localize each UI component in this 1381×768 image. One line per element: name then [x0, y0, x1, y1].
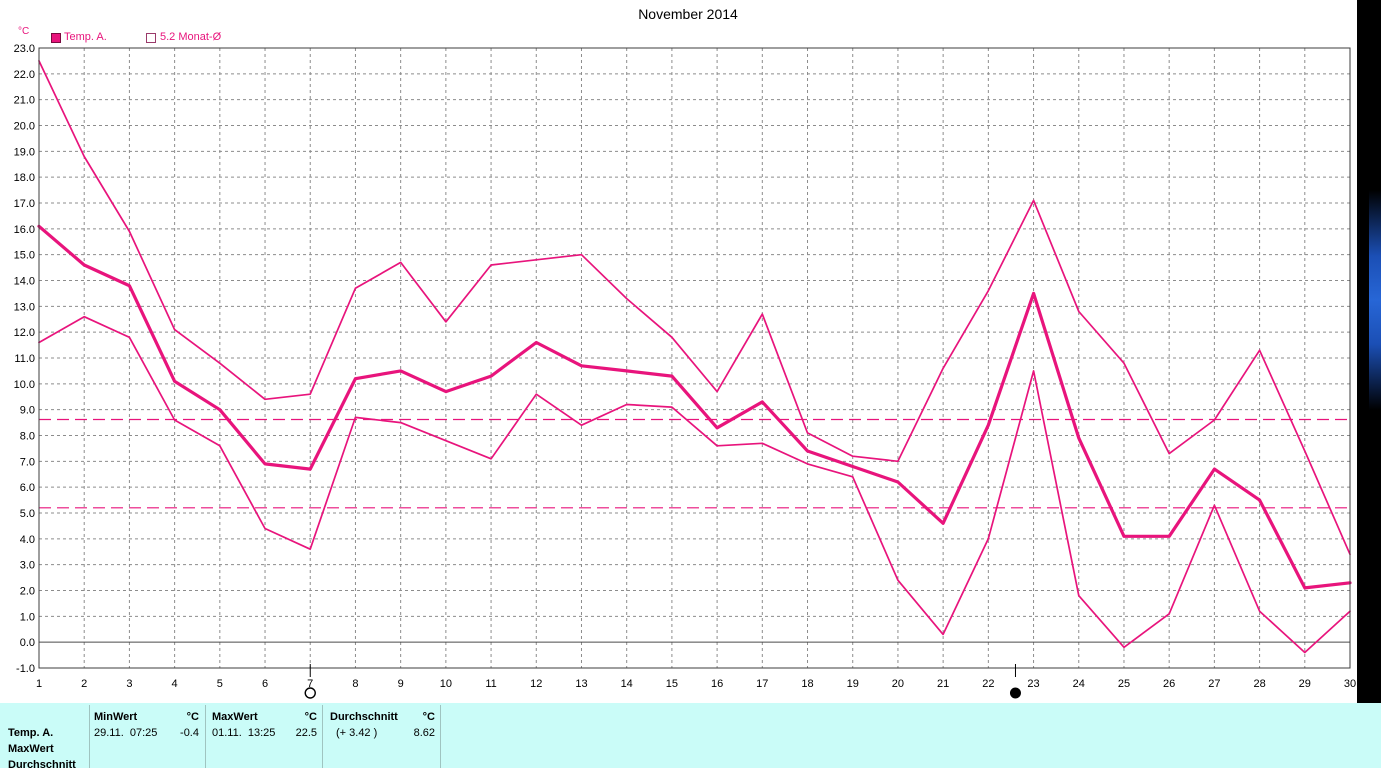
- x-tick-label: 23: [1027, 678, 1039, 690]
- y-tick-label: 17.0: [14, 198, 35, 210]
- y-tick-label: 23.0: [14, 43, 35, 55]
- column-separator: [205, 705, 206, 768]
- y-tick-label: 21.0: [14, 95, 35, 107]
- new-moon-icon: [1009, 687, 1021, 699]
- y-tick-label: 4.0: [20, 534, 35, 546]
- y-tick-label: 8.0: [20, 431, 35, 443]
- legend-swatch-outline: [146, 33, 156, 43]
- max-column-header: MaxWert: [212, 711, 258, 723]
- grid: [39, 48, 1350, 668]
- reference-lines: [39, 418, 1350, 509]
- column-separator: [440, 705, 441, 768]
- average-value: 8.62: [413, 727, 435, 739]
- x-tick-label: 16: [711, 678, 723, 690]
- x-tick-label: 5: [217, 678, 223, 690]
- y-tick-label: 9.0: [20, 405, 35, 417]
- legend-label-monthly-average: 5.2 Monat-Ø: [160, 31, 222, 43]
- x-tick-label: 6: [262, 678, 268, 690]
- x-tick-label: 17: [756, 678, 768, 690]
- x-tick-label: 26: [1163, 678, 1175, 690]
- x-tick-label: 13: [575, 678, 587, 690]
- x-tick-label: 15: [666, 678, 678, 690]
- y-tick-label: 20.0: [14, 121, 35, 133]
- tick-labels: -1.00.01.02.03.04.05.06.07.08.09.010.011…: [14, 43, 1357, 690]
- y-tick-label: 19.0: [14, 146, 35, 158]
- x-tick-label: 1: [36, 678, 42, 690]
- y-tick-label: 10.0: [14, 379, 35, 391]
- x-tick-label: 25: [1118, 678, 1130, 690]
- column-separator: [322, 705, 323, 768]
- y-tick-label: 7.0: [20, 456, 35, 468]
- x-tick-label: 3: [126, 678, 132, 690]
- y-tick-label: -1.0: [16, 663, 35, 675]
- x-tick-label: 2: [81, 678, 87, 690]
- y-tick-label: 1.0: [20, 611, 35, 623]
- min-column-header: MinWert: [94, 711, 138, 723]
- full-moon-icon: [304, 687, 316, 699]
- x-tick-label: 10: [440, 678, 452, 690]
- min-date: 29.11. 07:25: [94, 727, 158, 739]
- mean-temperature-line: [37, 224, 1352, 590]
- chart-plot-area[interactable]: -1.00.01.02.03.04.05.06.07.08.09.010.011…: [0, 0, 1357, 703]
- desktop-wallpaper-patch: [1369, 190, 1381, 410]
- x-tick-label: 14: [621, 678, 633, 690]
- y-tick-label: 0.0: [20, 637, 35, 649]
- y-tick-label: 11.0: [14, 353, 35, 365]
- y-tick-label: 18.0: [14, 172, 35, 184]
- y-tick-label: 22.0: [14, 69, 35, 81]
- series-lines: [37, 60, 1352, 654]
- y-tick-label: 2.0: [20, 586, 35, 598]
- x-tick-label: 28: [1253, 678, 1265, 690]
- y-tick-label: 5.0: [20, 508, 35, 520]
- stats-panel: Temp. A. MaxWert Durchschnitt MinWert °C…: [0, 703, 1381, 768]
- x-tick-label: 7: [307, 678, 313, 690]
- y-tick-label: 15.0: [14, 250, 35, 262]
- x-tick-label: 4: [172, 678, 178, 690]
- x-tick-label: 12: [530, 678, 542, 690]
- min-temperature-line: [38, 315, 1351, 654]
- average-column-header: Durchschnitt: [330, 711, 398, 723]
- row-label-temp: Temp. A.: [8, 727, 54, 739]
- y-tick-label: 6.0: [20, 482, 35, 494]
- chart-title: November 2014: [638, 6, 738, 22]
- y-tick-label: 16.0: [14, 224, 35, 236]
- max-temperature-line: [38, 60, 1351, 556]
- x-tick-label: 22: [982, 678, 994, 690]
- column-separator: [89, 705, 90, 768]
- x-tick-label: 18: [801, 678, 813, 690]
- min-value: -0.4: [180, 727, 199, 739]
- average-deviation: (+ 3.42 ): [336, 727, 378, 739]
- row-label-max: MaxWert: [8, 743, 54, 755]
- max-column-unit: °C: [304, 711, 317, 723]
- y-tick-label: 13.0: [14, 301, 35, 313]
- y-tick-label: 14.0: [14, 276, 35, 288]
- x-tick-label: 24: [1073, 678, 1085, 690]
- x-tick-label: 30: [1344, 678, 1356, 690]
- x-tick-label: 9: [398, 678, 404, 690]
- row-label-average: Durchschnitt: [8, 759, 76, 768]
- x-tick-label: 8: [352, 678, 358, 690]
- legend-label-temp: Temp. A.: [64, 31, 107, 43]
- axes: [38, 47, 1351, 669]
- x-tick-label: 29: [1299, 678, 1311, 690]
- y-axis-unit-label: °C: [18, 26, 30, 37]
- max-value: 22.5: [295, 727, 317, 739]
- y-tick-label: 3.0: [20, 560, 35, 572]
- average-column-unit: °C: [422, 711, 435, 723]
- x-tick-label: 11: [485, 678, 496, 690]
- x-tick-label: 20: [892, 678, 904, 690]
- moon-phase-markers: [304, 664, 1021, 699]
- y-tick-label: 12.0: [14, 327, 35, 339]
- max-date: 01.11. 13:25: [212, 727, 276, 739]
- min-column-unit: °C: [186, 711, 199, 723]
- plot-frame: [38, 47, 1351, 669]
- x-tick-label: 21: [937, 678, 949, 690]
- x-tick-label: 27: [1208, 678, 1220, 690]
- legend-swatch-filled: [51, 33, 61, 43]
- x-tick-label: 19: [847, 678, 859, 690]
